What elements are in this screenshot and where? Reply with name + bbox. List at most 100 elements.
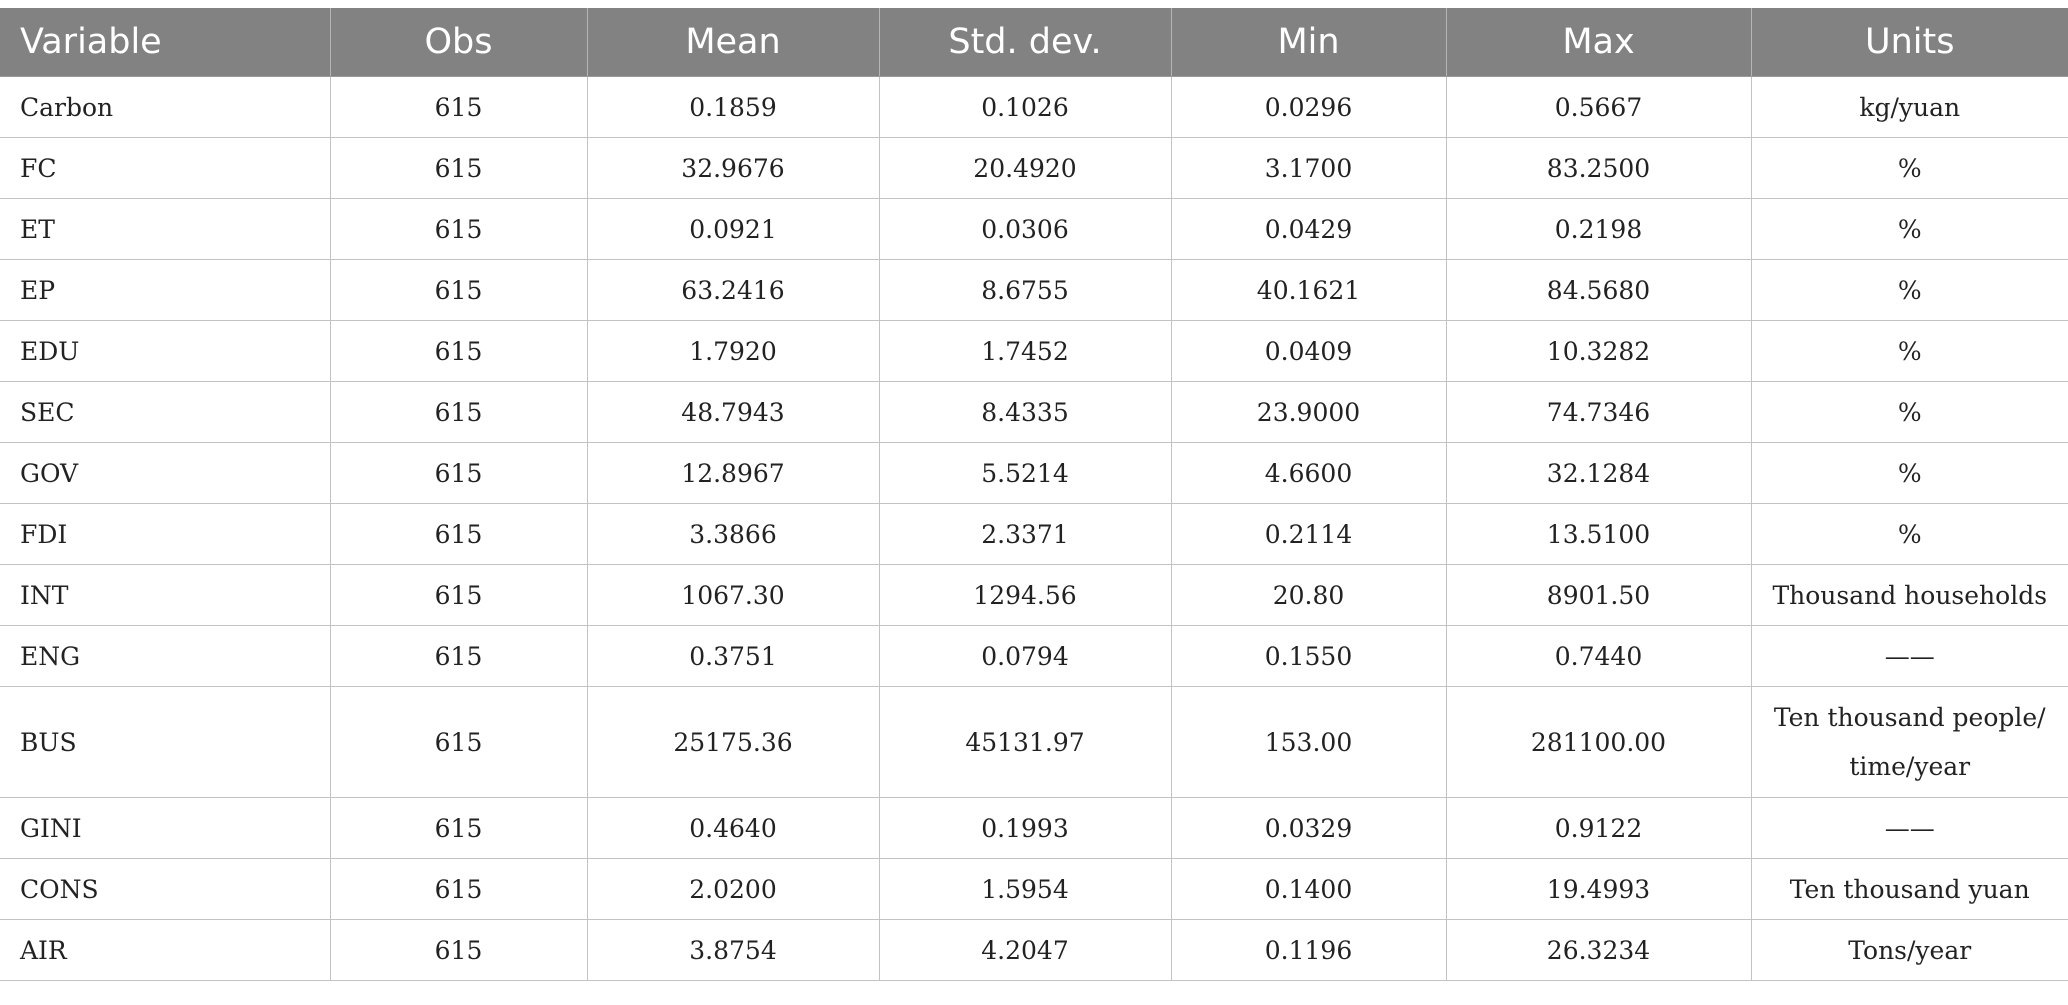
cell-variable: GINI [0,797,330,859]
cell-std-dev: 8.6755 [878,259,1171,321]
cell-variable: CONS [0,858,330,920]
cell-min: 0.1400 [1170,858,1446,920]
cell-mean: 48.7943 [586,381,879,443]
cell-std-dev: 4.2047 [878,919,1171,981]
table-row: ENG 615 0.3751 0.0794 0.1550 0.7440 —— [0,625,2068,687]
table-header: Variable Obs Mean Std. dev. Min Max Unit… [0,8,2068,77]
units-line: time/year [1849,752,1971,781]
cell-obs: 615 [329,442,587,504]
cell-min: 0.1550 [1170,625,1446,687]
cell-obs: 615 [329,625,587,687]
table-row: GINI 615 0.4640 0.1993 0.0329 0.9122 —— [0,797,2068,859]
header-units: Units [1750,8,2068,77]
cell-obs: 615 [329,797,587,859]
cell-variable: BUS [0,686,330,798]
cell-std-dev: 2.3371 [878,503,1171,565]
cell-variable: FDI [0,503,330,565]
cell-max: 281100.00 [1445,686,1751,798]
table-row: ET 615 0.0921 0.0306 0.0429 0.2198 % [0,198,2068,260]
table-row: EDU 615 1.7920 1.7452 0.0409 10.3282 % [0,320,2068,382]
cell-mean: 3.8754 [586,919,879,981]
cell-variable: EDU [0,320,330,382]
cell-mean: 0.4640 [586,797,879,859]
header-std-dev: Std. dev. [878,8,1171,77]
cell-min: 0.0409 [1170,320,1446,382]
cell-min: 40.1621 [1170,259,1446,321]
cell-min: 0.1196 [1170,919,1446,981]
cell-units: % [1750,137,2068,199]
table-row: CONS 615 2.0200 1.5954 0.1400 19.4993 Te… [0,858,2068,920]
cell-min: 0.2114 [1170,503,1446,565]
cell-obs: 615 [329,564,587,626]
cell-max: 0.7440 [1445,625,1751,687]
cell-std-dev: 0.1993 [878,797,1171,859]
table-row: FC 615 32.9676 20.4920 3.1700 83.2500 % [0,137,2068,199]
cell-max: 0.5667 [1445,76,1751,138]
table-row: EP 615 63.2416 8.6755 40.1621 84.5680 % [0,259,2068,321]
header-max: Max [1445,8,1751,77]
cell-mean: 32.9676 [586,137,879,199]
cell-std-dev: 45131.97 [878,686,1171,798]
units-line: Ten thousand people/ [1773,703,2046,732]
cell-max: 32.1284 [1445,442,1751,504]
table-row: FDI 615 3.3866 2.3371 0.2114 13.5100 % [0,503,2068,565]
cell-units: % [1750,320,2068,382]
cell-variable: EP [0,259,330,321]
cell-units: % [1750,503,2068,565]
cell-max: 26.3234 [1445,919,1751,981]
header-mean: Mean [586,8,879,77]
cell-variable: GOV [0,442,330,504]
table-body: Carbon 615 0.1859 0.1026 0.0296 0.5667 k… [0,76,2068,981]
cell-min: 0.0329 [1170,797,1446,859]
descriptive-statistics-table-container: Variable Obs Mean Std. dev. Min Max Unit… [0,8,2068,981]
cell-std-dev: 20.4920 [878,137,1171,199]
cell-units: % [1750,259,2068,321]
cell-std-dev: 0.1026 [878,76,1171,138]
cell-obs: 615 [329,503,587,565]
cell-max: 10.3282 [1445,320,1751,382]
cell-obs: 615 [329,858,587,920]
cell-min: 4.6600 [1170,442,1446,504]
table-row: Carbon 615 0.1859 0.1026 0.0296 0.5667 k… [0,76,2068,138]
table-row: GOV 615 12.8967 5.5214 4.6600 32.1284 % [0,442,2068,504]
header-obs: Obs [329,8,587,77]
cell-units: Thousand households [1750,564,2068,626]
table-row: AIR 615 3.8754 4.2047 0.1196 26.3234 Ton… [0,919,2068,981]
cell-min: 153.00 [1170,686,1446,798]
cell-min: 0.0429 [1170,198,1446,260]
cell-units: % [1750,198,2068,260]
cell-max: 8901.50 [1445,564,1751,626]
cell-std-dev: 1294.56 [878,564,1171,626]
table-row: INT 615 1067.30 1294.56 20.80 8901.50 Th… [0,564,2068,626]
table-row: BUS 615 25175.36 45131.97 153.00 281100.… [0,686,2068,798]
header-min: Min [1170,8,1446,77]
cell-obs: 615 [329,259,587,321]
cell-units: % [1750,381,2068,443]
cell-variable: ENG [0,625,330,687]
table-row: SEC 615 48.7943 8.4335 23.9000 74.7346 % [0,381,2068,443]
cell-max: 13.5100 [1445,503,1751,565]
cell-obs: 615 [329,919,587,981]
cell-obs: 615 [329,76,587,138]
cell-mean: 12.8967 [586,442,879,504]
cell-mean: 1067.30 [586,564,879,626]
cell-mean: 1.7920 [586,320,879,382]
cell-std-dev: 0.0794 [878,625,1171,687]
cell-mean: 0.0921 [586,198,879,260]
cell-units: —— [1750,797,2068,859]
cell-std-dev: 1.7452 [878,320,1171,382]
header-variable: Variable [0,8,330,77]
cell-mean: 63.2416 [586,259,879,321]
cell-variable: SEC [0,381,330,443]
cell-obs: 615 [329,137,587,199]
cell-units: Tons/year [1750,919,2068,981]
cell-variable: FC [0,137,330,199]
cell-variable: Carbon [0,76,330,138]
cell-obs: 615 [329,320,587,382]
cell-variable: INT [0,564,330,626]
cell-mean: 2.0200 [586,858,879,920]
cell-std-dev: 0.0306 [878,198,1171,260]
cell-mean: 0.1859 [586,76,879,138]
descriptive-statistics-table: Variable Obs Mean Std. dev. Min Max Unit… [0,8,2068,981]
cell-max: 84.5680 [1445,259,1751,321]
